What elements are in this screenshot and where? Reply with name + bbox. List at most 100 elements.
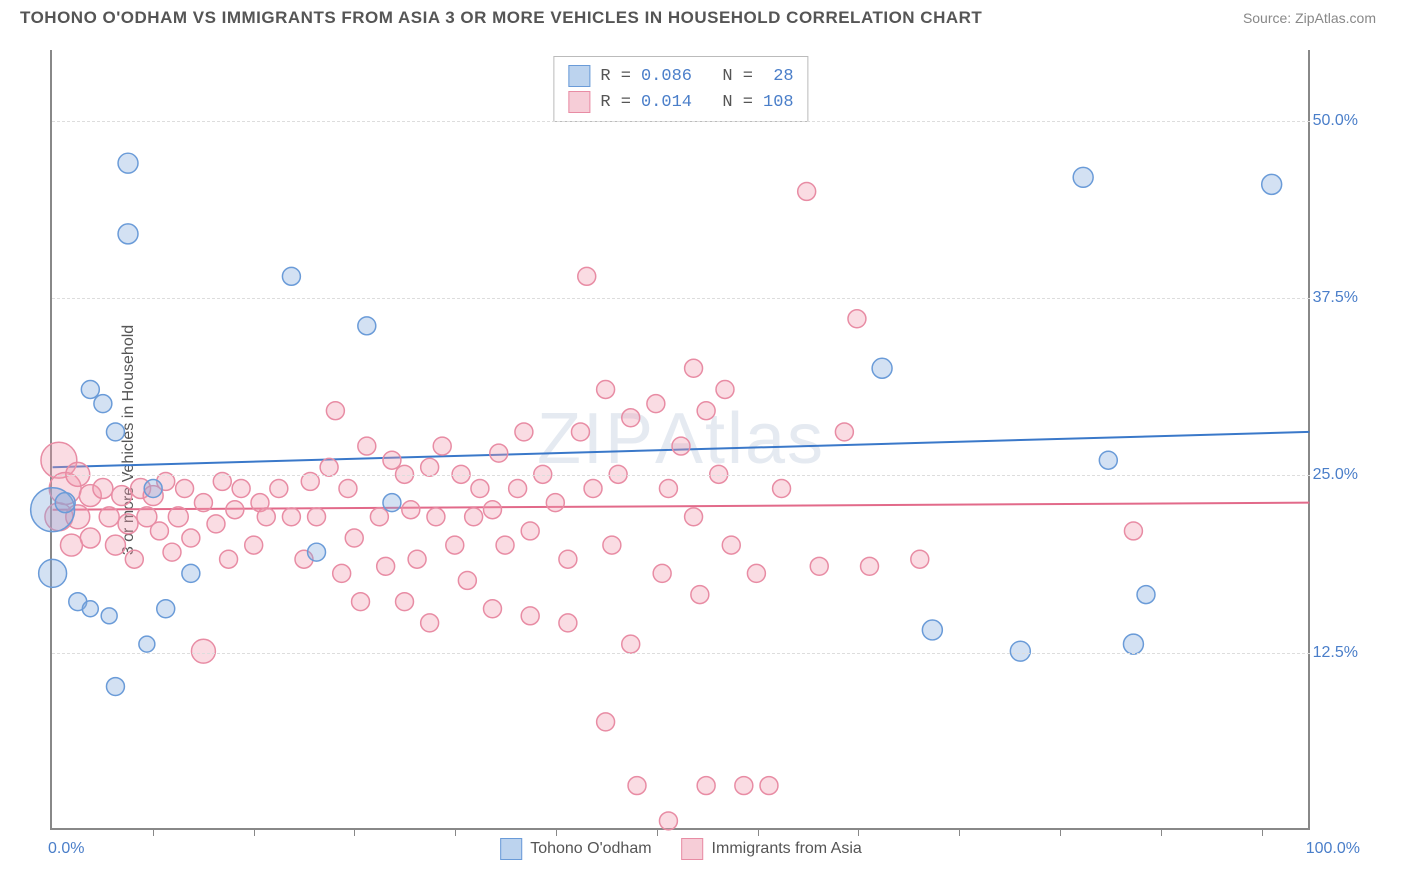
data-point <box>308 543 326 561</box>
data-point <box>1010 641 1030 661</box>
data-point <box>112 486 132 506</box>
x-tick <box>1262 828 1263 836</box>
data-point <box>697 777 715 795</box>
data-point <box>559 550 577 568</box>
data-point <box>99 507 119 527</box>
data-point <box>584 480 602 498</box>
data-point <box>232 480 250 498</box>
legend-swatch-icon <box>568 65 590 87</box>
legend-r-label: R = <box>600 93 631 112</box>
data-point <box>427 508 445 526</box>
data-point <box>118 514 138 534</box>
data-point <box>603 536 621 554</box>
data-point <box>710 465 728 483</box>
data-point <box>911 550 929 568</box>
series-name: Tohono O'odham <box>530 840 651 858</box>
data-point <box>245 536 263 554</box>
data-point <box>308 508 326 526</box>
data-point <box>168 507 188 527</box>
data-point <box>1123 634 1143 654</box>
data-point <box>685 359 703 377</box>
data-point <box>421 458 439 476</box>
data-point <box>333 564 351 582</box>
data-point <box>421 614 439 632</box>
legend-r-value: 0.086 <box>641 67 692 86</box>
data-point <box>597 381 615 399</box>
data-point <box>80 528 100 548</box>
gridline <box>52 298 1310 299</box>
data-point <box>515 423 533 441</box>
data-point <box>402 501 420 519</box>
y-tick-label: 37.5% <box>1313 289 1358 307</box>
x-tick <box>153 828 154 836</box>
data-point <box>509 480 527 498</box>
series-legend-item: Immigrants from Asia <box>682 838 862 860</box>
data-point <box>408 550 426 568</box>
data-point <box>735 777 753 795</box>
data-point <box>144 480 162 498</box>
data-point <box>722 536 740 554</box>
data-point <box>697 402 715 420</box>
data-point <box>760 777 778 795</box>
gridline <box>52 653 1310 654</box>
data-point <box>597 713 615 731</box>
data-point <box>163 543 181 561</box>
data-point <box>270 480 288 498</box>
data-point <box>377 557 395 575</box>
x-tick <box>858 828 859 836</box>
data-point <box>546 494 564 512</box>
data-point <box>182 529 200 547</box>
legend-swatch-icon <box>500 838 522 860</box>
legend-row: R = 0.086 N = 28 <box>568 63 793 89</box>
data-point <box>182 564 200 582</box>
data-point <box>139 636 155 652</box>
data-point <box>1073 167 1093 187</box>
data-point <box>101 608 117 624</box>
data-point <box>465 508 483 526</box>
data-point <box>118 153 138 173</box>
x-tick <box>1060 828 1061 836</box>
data-point <box>609 465 627 483</box>
source-label: Source: ZipAtlas.com <box>1243 10 1376 26</box>
data-point <box>446 536 464 554</box>
legend-n-value: 108 <box>763 93 794 112</box>
chart-container: 3 or more Vehicles in Household ZIPAtlas… <box>50 50 1350 830</box>
data-point <box>484 501 502 519</box>
data-point <box>118 224 138 244</box>
data-point <box>1124 522 1142 540</box>
data-point <box>383 494 401 512</box>
data-point <box>176 480 194 498</box>
data-point <box>191 639 215 663</box>
data-point <box>484 600 502 618</box>
data-point <box>358 437 376 455</box>
legend-swatch-icon <box>568 91 590 113</box>
data-point <box>194 494 212 512</box>
data-point <box>659 812 677 830</box>
data-point <box>105 535 125 555</box>
y-tick-label: 25.0% <box>1313 466 1358 484</box>
data-point <box>326 402 344 420</box>
data-point <box>835 423 853 441</box>
gridline <box>52 121 1310 122</box>
x-tick <box>455 828 456 836</box>
x-tick <box>959 828 960 836</box>
legend-n-value: 28 <box>763 67 794 86</box>
data-point <box>345 529 363 547</box>
data-point <box>396 593 414 611</box>
data-point <box>872 358 892 378</box>
x-tick <box>556 828 557 836</box>
data-point <box>106 423 124 441</box>
legend-r-value: 0.014 <box>641 93 692 112</box>
chart-title: TOHONO O'ODHAM VS IMMIGRANTS FROM ASIA 3… <box>20 8 982 28</box>
data-point <box>125 550 143 568</box>
data-point <box>396 465 414 483</box>
series-name: Immigrants from Asia <box>712 840 862 858</box>
data-point <box>1262 174 1282 194</box>
legend-n-label: N = <box>702 67 753 86</box>
data-point <box>521 522 539 540</box>
data-point <box>94 395 112 413</box>
data-point <box>106 678 124 696</box>
data-point <box>207 515 225 533</box>
data-point <box>773 480 791 498</box>
data-point <box>685 508 703 526</box>
